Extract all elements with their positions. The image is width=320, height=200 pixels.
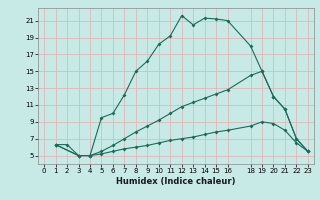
X-axis label: Humidex (Indice chaleur): Humidex (Indice chaleur) xyxy=(116,177,236,186)
